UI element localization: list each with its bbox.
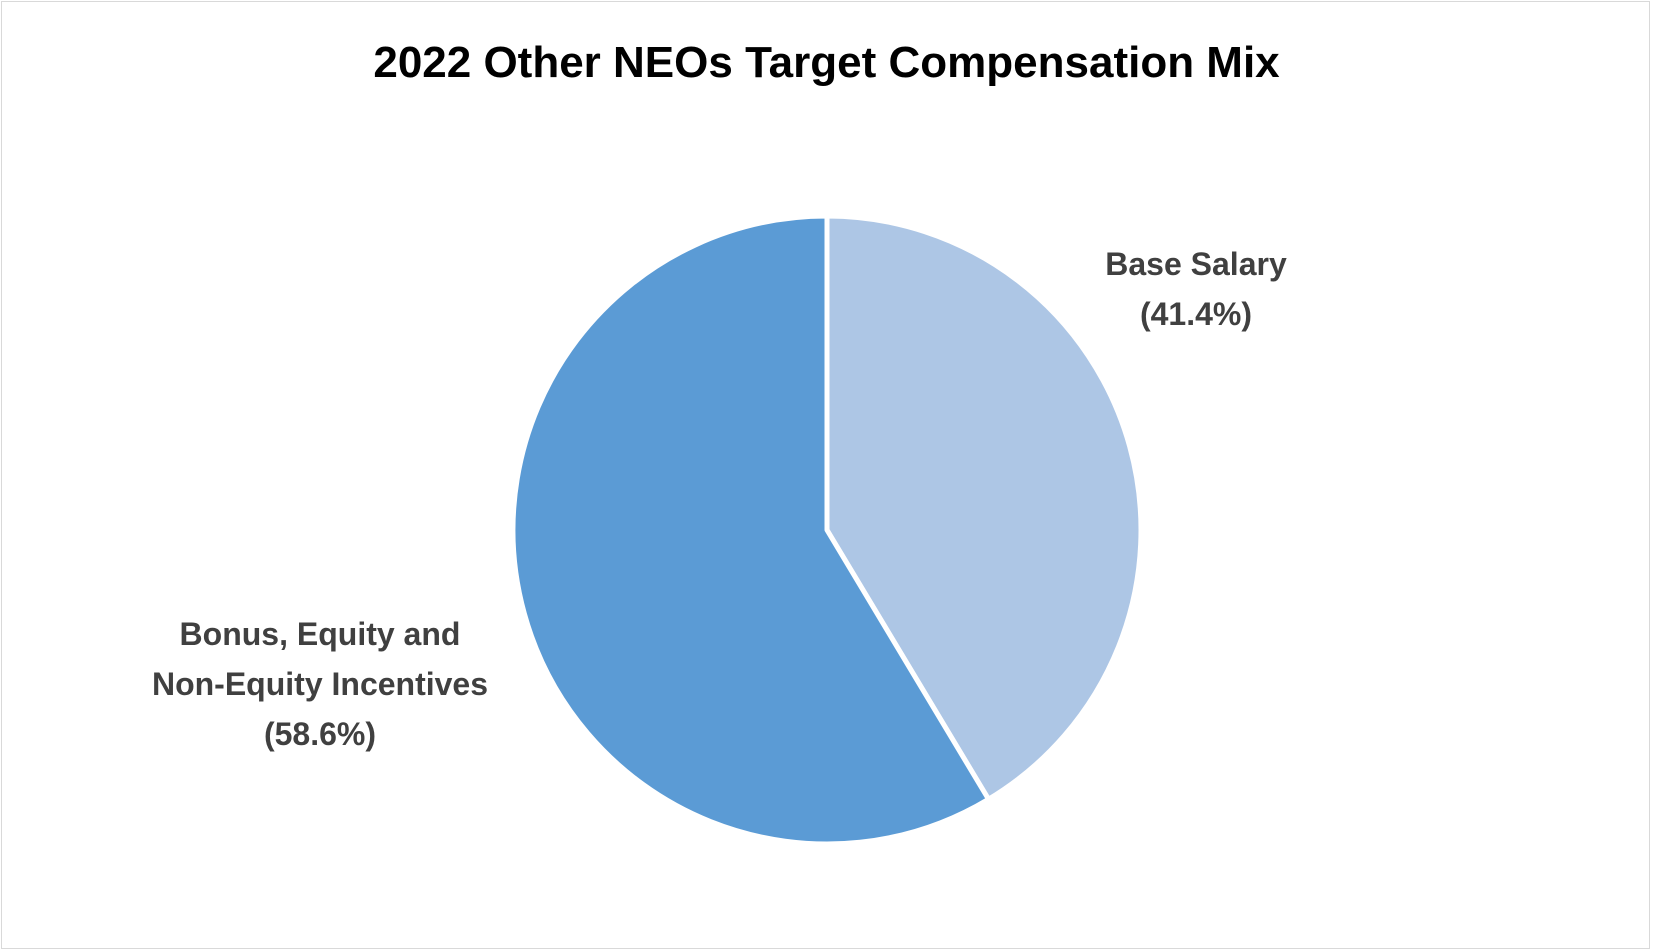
- chart-title: 2022 Other NEOs Target Compensation Mix: [373, 38, 1280, 87]
- slice-label-line: (58.6%): [264, 716, 376, 752]
- slice-label-0: Base Salary (41.4%): [1105, 246, 1287, 332]
- pie-slice-0: [824, 213, 1144, 802]
- slice-label-line: Bonus, Equity and: [180, 616, 461, 652]
- pie-slice-1: [510, 213, 992, 847]
- slice-label-line: (41.4%): [1140, 296, 1252, 332]
- slice-label-line: Non-Equity Incentives: [152, 666, 488, 702]
- slice-label-line: Base Salary: [1105, 246, 1287, 282]
- slice-label-1: Bonus, Equity and Non-Equity Incentives (5…: [152, 616, 488, 752]
